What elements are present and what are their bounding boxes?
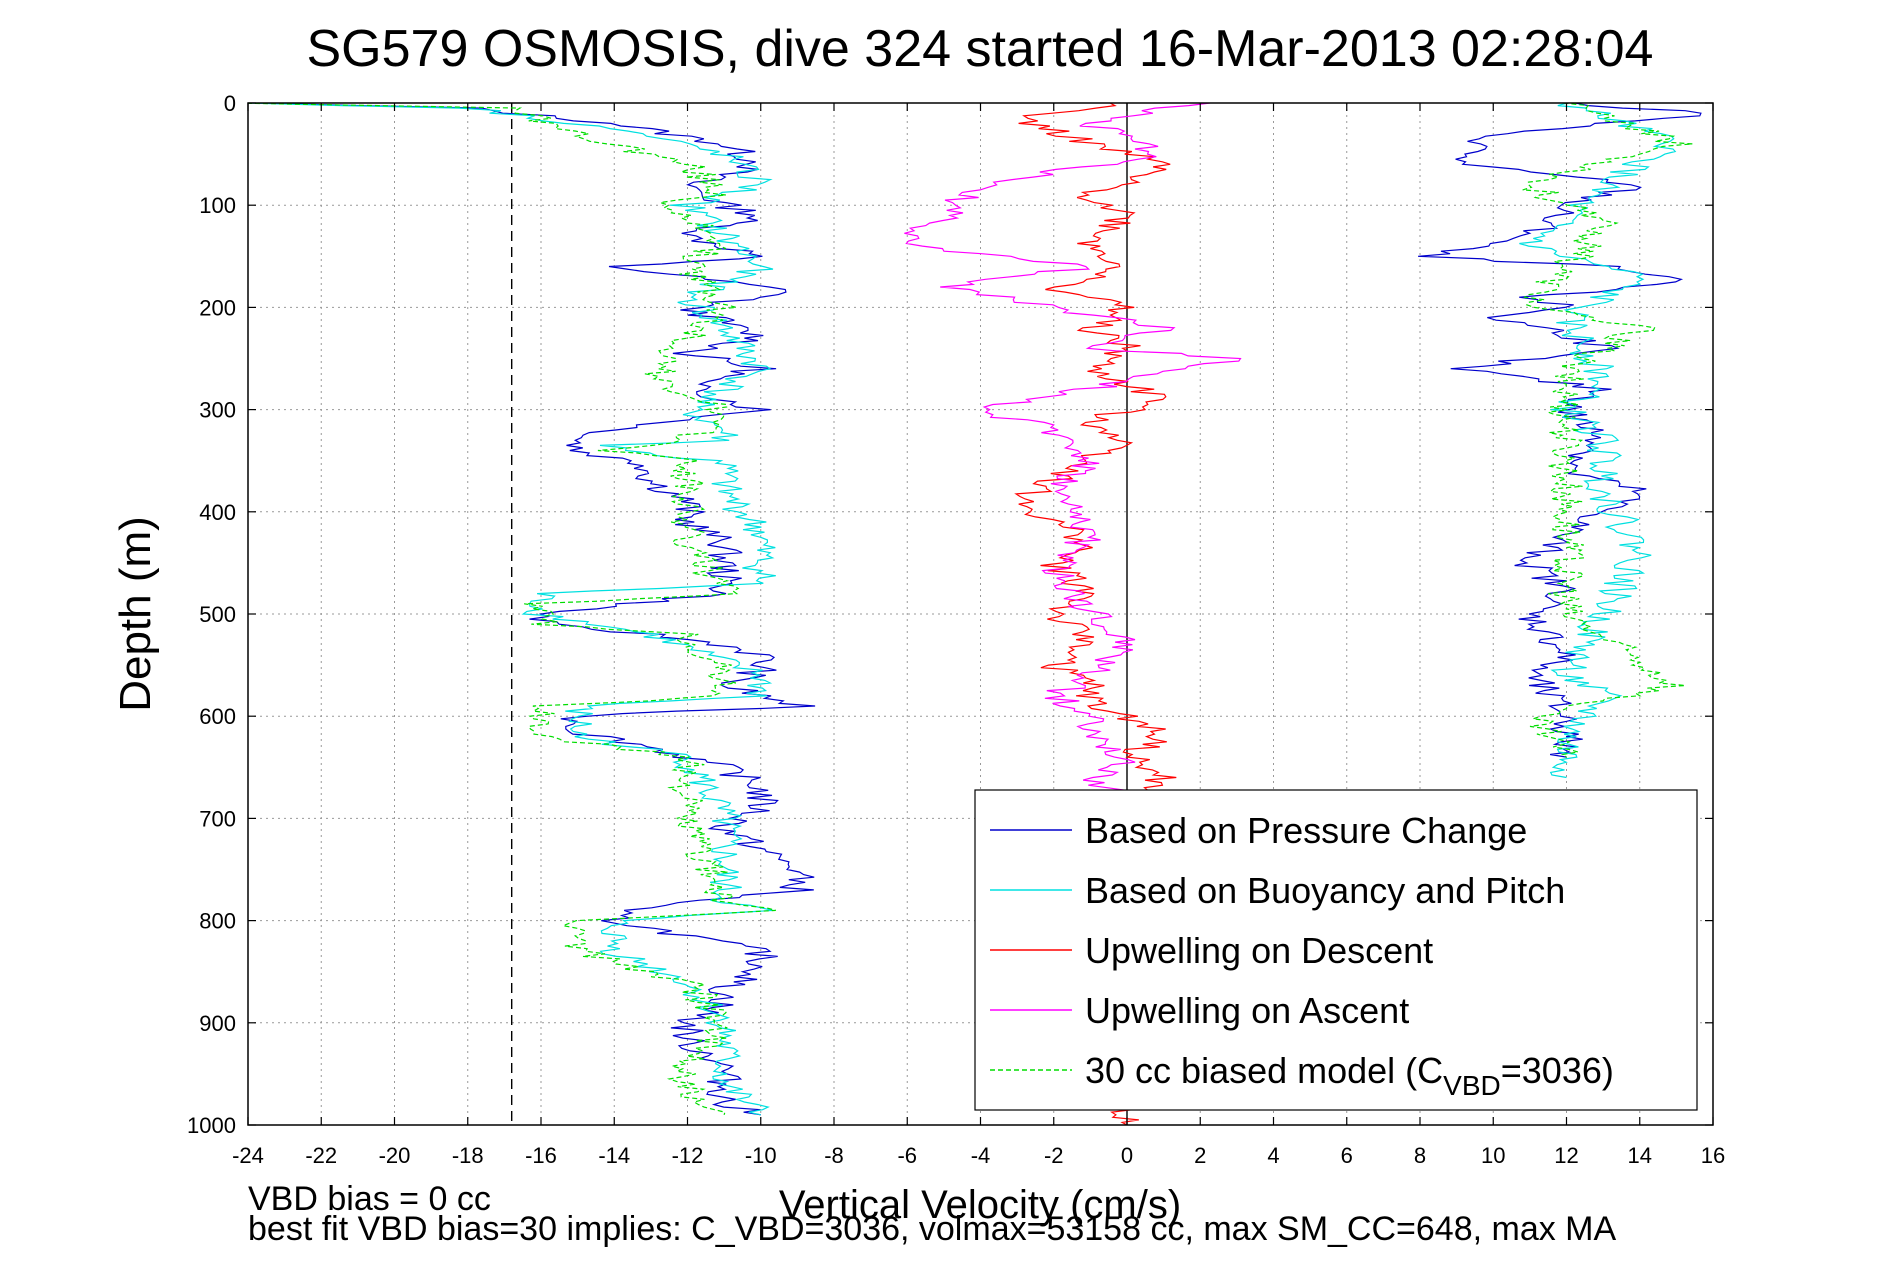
x-tick-label: 14 xyxy=(1628,1143,1652,1168)
y-tick-label: 200 xyxy=(199,295,236,320)
x-tick-label: -2 xyxy=(1044,1143,1064,1168)
x-tick-label: -24 xyxy=(232,1143,264,1168)
x-tick-label: -14 xyxy=(598,1143,630,1168)
x-tick-label: -16 xyxy=(525,1143,557,1168)
y-tick-label: 500 xyxy=(199,602,236,627)
legend: Based on Pressure Change Based on Buoyanc… xyxy=(974,789,1698,1111)
x-tick-label: -10 xyxy=(745,1143,777,1168)
footer-vbd-bias: VBD bias = 0 cc xyxy=(248,1180,491,1218)
series-line-0 xyxy=(1418,103,1702,758)
x-tick-label: -8 xyxy=(824,1143,844,1168)
x-tick-label: -18 xyxy=(452,1143,484,1168)
legend-label-4: 30 cc biased model (CVBD=3036) xyxy=(1085,1050,1614,1101)
series-line-3 xyxy=(904,103,1242,799)
chart-title: SG579 OSMOSIS, dive 324 started 16-Mar-2… xyxy=(307,20,1654,78)
x-axis-ticks: -24 -22 -20 -18 -16 -14 -12 -10 -8 -6 -4 -2 0 2 4 6 8 10 1… xyxy=(232,103,1725,1168)
x-tick-label: 16 xyxy=(1701,1143,1725,1168)
y-tick-label: 700 xyxy=(199,806,236,831)
x-axis-label: Vertical Velocity (cm/s) xyxy=(779,1183,1181,1227)
x-tick-label: -20 xyxy=(379,1143,411,1168)
legend-label-3: Upwelling on Ascent xyxy=(1085,990,1409,1031)
y-tick-label: 600 xyxy=(199,704,236,729)
series-line-1 xyxy=(248,103,776,1116)
y-axis-ticks: 0 100 200 300 400 500 600 700 800 900 1000 xyxy=(187,91,1713,1138)
x-tick-label: 10 xyxy=(1481,1143,1505,1168)
y-tick-label: 100 xyxy=(199,193,236,218)
y-tick-label: 900 xyxy=(199,1011,236,1036)
series-line-4 xyxy=(248,103,776,1115)
series-line-1 xyxy=(1519,103,1677,779)
x-tick-label: -12 xyxy=(672,1143,704,1168)
footer-best-fit: best fit VBD bias=30 implies: C_VBD=3036… xyxy=(248,1210,1617,1248)
legend-label-0: Based on Pressure Change xyxy=(1085,810,1527,851)
series-lines xyxy=(248,103,1702,1125)
y-tick-label: 800 xyxy=(199,909,236,934)
x-tick-label: -6 xyxy=(897,1143,917,1168)
y-tick-label: 300 xyxy=(199,398,236,423)
x-tick-label: 2 xyxy=(1194,1143,1206,1168)
x-tick-label: -4 xyxy=(971,1143,991,1168)
series-line-4 xyxy=(1522,103,1693,758)
x-tick-label: 8 xyxy=(1414,1143,1426,1168)
x-tick-label: -22 xyxy=(305,1143,337,1168)
x-tick-label: 6 xyxy=(1341,1143,1353,1168)
x-tick-label: 0 xyxy=(1121,1143,1133,1168)
y-tick-label: 400 xyxy=(199,500,236,525)
y-tick-label: 1000 xyxy=(187,1113,236,1138)
legend-label-2: Upwelling on Descent xyxy=(1085,930,1433,971)
legend-label-1: Based on Buoyancy and Pitch xyxy=(1085,870,1565,911)
y-tick-label: 0 xyxy=(224,91,236,116)
x-tick-label: 4 xyxy=(1267,1143,1279,1168)
legend-box xyxy=(974,789,1698,1111)
y-axis-label: Depth (m) xyxy=(111,516,160,712)
series-line-0 xyxy=(256,103,816,1116)
x-tick-label: 12 xyxy=(1554,1143,1578,1168)
